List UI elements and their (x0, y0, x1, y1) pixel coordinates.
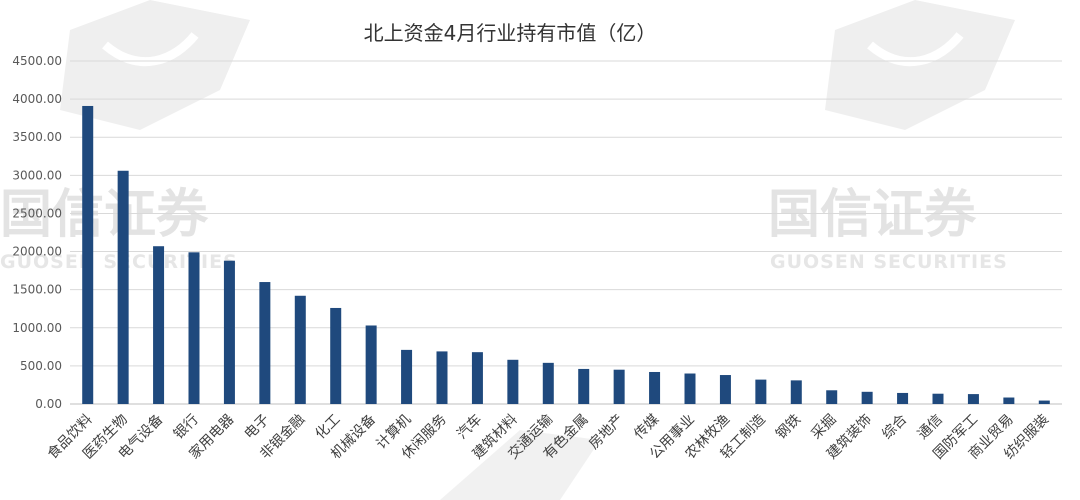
watermark-right: 国信证券 GUOSEN SECURITIES (768, 0, 1015, 273)
x-tick-label: 通信 (915, 412, 946, 443)
x-tick-label: 综合 (879, 412, 910, 443)
bar (897, 392, 909, 404)
x-tick-label: 银行 (171, 412, 202, 443)
bar (294, 295, 306, 404)
y-tick-label: 1000.00 (12, 321, 62, 335)
x-tick-label: 传媒 (631, 412, 662, 443)
x-tick-label: 电子 (242, 412, 273, 443)
watermark-left: 国信证券 GUOSEN SECURITIES (0, 0, 250, 273)
watermark-text: 国信证券 (0, 185, 209, 245)
bar (967, 394, 979, 404)
bar (365, 325, 377, 404)
y-tick-label: 2000.00 (12, 245, 62, 259)
y-tick-label: 0.00 (35, 397, 62, 411)
bar (153, 246, 165, 404)
y-tick-label: 3000.00 (12, 168, 62, 182)
x-tick-label: 房地产 (586, 412, 627, 453)
bar (861, 391, 873, 404)
bar (401, 349, 413, 404)
bar (82, 105, 94, 405)
bar (790, 380, 802, 404)
bar (542, 362, 554, 404)
bar (117, 170, 129, 404)
bar (649, 371, 661, 404)
bar (578, 368, 590, 404)
bar (436, 351, 448, 404)
bars (82, 105, 1050, 405)
bar (188, 252, 200, 404)
bar (755, 379, 767, 404)
bar (330, 307, 342, 404)
grid (70, 60, 1062, 405)
x-tick-label: 钢铁 (773, 412, 804, 443)
bar (1003, 397, 1015, 404)
y-axis: 0.00 500.00 1000.00 1500.00 2000.00 2500.00 30… (12, 54, 62, 411)
y-tick-label: 4000.00 (12, 92, 62, 106)
y-tick-label: 2500.00 (12, 206, 62, 220)
bar (223, 260, 235, 404)
y-tick-label: 3500.00 (12, 130, 62, 144)
y-tick-label: 4500.00 (12, 54, 62, 68)
watermark-bottom (440, 430, 600, 500)
watermark-subtext: GUOSEN SECURITIES (770, 251, 1008, 273)
x-tick-label: 汽车 (453, 411, 485, 443)
x-tick-label: 采掘 (808, 412, 839, 443)
y-tick-label: 500.00 (20, 359, 62, 373)
bar (471, 352, 483, 404)
bar (826, 390, 838, 404)
x-tick-label: 化工 (312, 412, 343, 443)
bar (507, 359, 519, 404)
chart-title: 北上资金4月行业持有市值（亿） (364, 21, 657, 45)
watermark-text: 国信证券 (768, 185, 977, 245)
bar (259, 282, 271, 404)
y-tick-label: 1500.00 (12, 283, 62, 297)
bar (1038, 400, 1050, 404)
bar (684, 373, 696, 404)
bar (932, 393, 944, 404)
bar (719, 375, 731, 404)
bar (613, 369, 625, 404)
